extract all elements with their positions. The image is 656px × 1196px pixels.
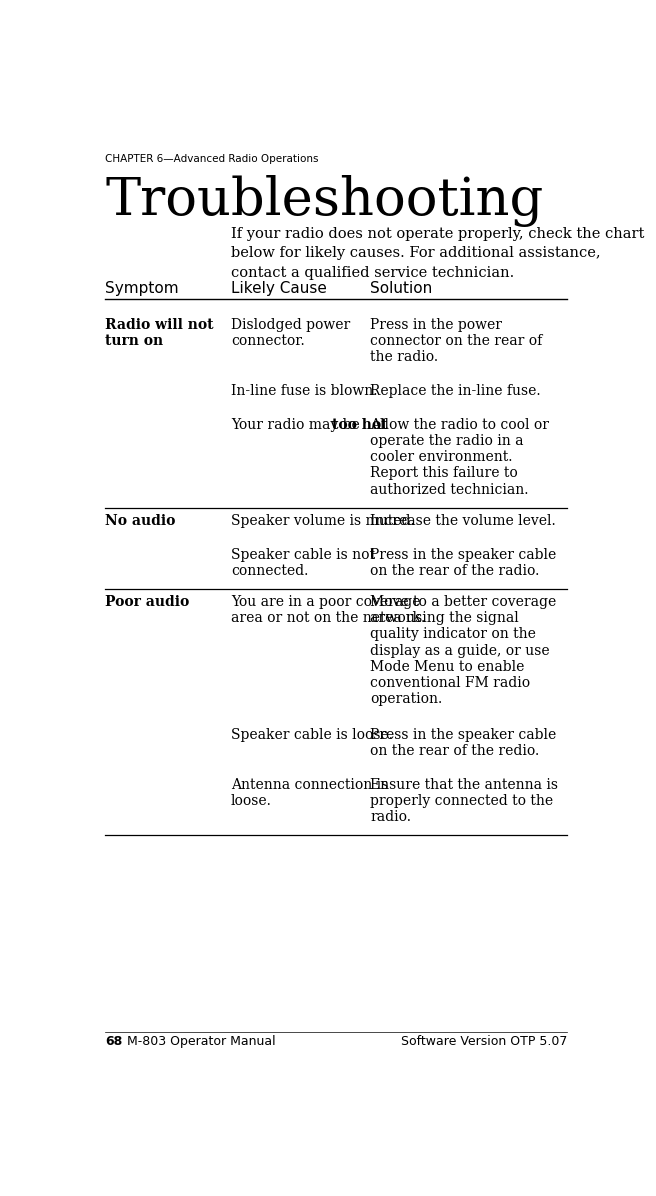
Text: Troubleshooting: Troubleshooting xyxy=(105,175,544,227)
Text: Your radio may be: Your radio may be xyxy=(231,417,364,432)
Text: too hot: too hot xyxy=(331,417,387,432)
Text: Press in the speaker cable
on the rear of the radio.: Press in the speaker cable on the rear o… xyxy=(370,548,556,578)
Text: Solution: Solution xyxy=(370,281,432,295)
Text: 68: 68 xyxy=(105,1036,123,1048)
Text: CHAPTER 6—Advanced Radio Operations: CHAPTER 6—Advanced Radio Operations xyxy=(105,154,319,164)
Text: No audio: No audio xyxy=(105,514,176,529)
Text: In-line fuse is blown.: In-line fuse is blown. xyxy=(231,384,377,398)
Text: Your radio may be too hot.: Your radio may be too hot. xyxy=(231,417,418,432)
Text: Press in the power
connector on the rear of
the radio.: Press in the power connector on the rear… xyxy=(370,318,543,364)
Text: Move to a better coverage
area using the signal
quality indicator on the
display: Move to a better coverage area using the… xyxy=(370,594,556,706)
Text: Press in the speaker cable
on the rear of the redio.: Press in the speaker cable on the rear o… xyxy=(370,728,556,758)
Text: If your radio does not operate properly, check the chart
below for likely causes: If your radio does not operate properly,… xyxy=(231,227,644,280)
Text: Increase the volume level.: Increase the volume level. xyxy=(370,514,556,529)
Text: Poor audio: Poor audio xyxy=(105,594,190,609)
Text: Symptom: Symptom xyxy=(105,281,179,295)
Text: Ensure that the antenna is
properly connected to the
radio.: Ensure that the antenna is properly conn… xyxy=(370,779,558,824)
Text: Speaker cable is loose.: Speaker cable is loose. xyxy=(231,728,393,742)
Text: Dislodged power
connector.: Dislodged power connector. xyxy=(231,318,350,348)
Text: .: . xyxy=(373,417,377,432)
Text: Software Version OTP 5.07: Software Version OTP 5.07 xyxy=(401,1036,567,1048)
Text: Speaker cable is not
connected.: Speaker cable is not connected. xyxy=(231,548,375,578)
Text: Likely Cause: Likely Cause xyxy=(231,281,327,295)
Text: Radio will not
turn on: Radio will not turn on xyxy=(105,318,214,348)
Text: Allow the radio to cool or
operate the radio in a
cooler environment.
Report thi: Allow the radio to cool or operate the r… xyxy=(370,417,549,496)
Text: M-803 Operator Manual: M-803 Operator Manual xyxy=(127,1036,276,1048)
Text: Replace the in-line fuse.: Replace the in-line fuse. xyxy=(370,384,541,398)
Text: Speaker volume is muted.: Speaker volume is muted. xyxy=(231,514,415,529)
Text: Antenna connection is
loose.: Antenna connection is loose. xyxy=(231,779,388,808)
Text: You are in a poor coverage
area or not on the network.: You are in a poor coverage area or not o… xyxy=(231,594,425,626)
